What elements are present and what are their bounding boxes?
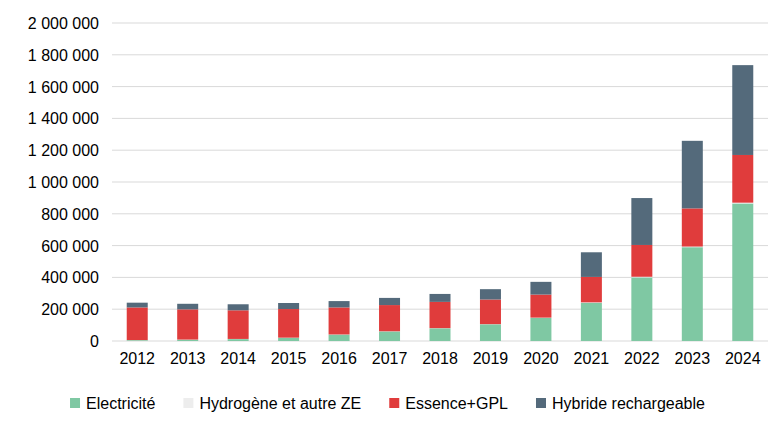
- bar-segment: [278, 309, 299, 338]
- grid: [112, 23, 768, 341]
- bar-segment: [581, 303, 602, 341]
- bar-segment: [228, 310, 249, 339]
- bars: [127, 65, 754, 341]
- grid-line: [112, 86, 768, 87]
- x-tick-label: 2023: [675, 350, 711, 367]
- bar-segment: [127, 307, 148, 340]
- bar-segment: [631, 245, 652, 277]
- y-tick-label: 800 000: [41, 206, 99, 223]
- y-tick-label: 400 000: [41, 269, 99, 286]
- bar-segment: [430, 328, 451, 341]
- grid-line: [112, 213, 768, 214]
- bar-segment: [329, 307, 350, 334]
- grid-line: [112, 150, 768, 151]
- bar-segment: [581, 252, 602, 277]
- bar-segment: [480, 324, 501, 341]
- bar-segment: [732, 203, 753, 341]
- bar-segment: [379, 298, 400, 305]
- legend-item: Hybride rechargeable: [536, 395, 705, 412]
- bar-segment: [228, 339, 249, 341]
- bar-segment: [530, 282, 551, 295]
- bar-segment: [329, 335, 350, 341]
- bar-segment: [530, 318, 551, 341]
- bar-segment: [732, 65, 753, 155]
- grid-line: [112, 118, 768, 119]
- y-axis: 0 200 000 400 000 600 000 800 000 1 000 000 1 …: [28, 15, 99, 350]
- y-tick-label: 1 200 000: [28, 142, 99, 159]
- legend-swatch: [70, 398, 80, 408]
- bar-segment: [631, 198, 652, 245]
- x-tick-label: 2017: [372, 350, 408, 367]
- bar-segment: [278, 303, 299, 309]
- bar-segment: [682, 247, 703, 341]
- legend-label: Electricité: [86, 395, 155, 412]
- x-tick-label: 2019: [473, 350, 509, 367]
- x-tick-label: 2012: [119, 350, 155, 367]
- bar-segment: [581, 277, 602, 302]
- bar-segment: [329, 301, 350, 307]
- x-tick-label: 2022: [624, 350, 660, 367]
- x-tick-label: 2014: [220, 350, 256, 367]
- chart: 0 200 000 400 000 600 000 800 000 1 000 000 1 …: [0, 0, 775, 432]
- bar-segment: [480, 289, 501, 299]
- legend: Electricité Hydrogène et autre ZE Essence+…: [70, 395, 705, 412]
- bar-segment: [732, 155, 753, 203]
- y-tick-label: 1 000 000: [28, 174, 99, 191]
- bar-segment: [682, 208, 703, 246]
- y-tick-label: 2 000 000: [28, 15, 99, 32]
- y-tick-label: 1 400 000: [28, 110, 99, 127]
- grid-line: [112, 277, 768, 278]
- legend-swatch: [536, 398, 546, 408]
- bar-segment: [430, 302, 451, 328]
- bar-segment: [682, 141, 703, 209]
- legend-label: Hybride rechargeable: [552, 395, 705, 412]
- bar-segment: [379, 305, 400, 331]
- y-tick-label: 600 000: [41, 238, 99, 255]
- grid-line: [112, 23, 768, 24]
- grid-line: [112, 245, 768, 246]
- x-tick-label: 2021: [574, 350, 610, 367]
- y-tick-label: 1 800 000: [28, 47, 99, 64]
- bar-segment: [177, 309, 198, 339]
- legend-item: Hydrogène et autre ZE: [183, 395, 361, 412]
- x-axis: 2012 2013 2014 2015 2016 2017 2018 2019 2020 2021…: [119, 350, 760, 367]
- x-tick-label: 2016: [321, 350, 357, 367]
- bar-segment: [379, 331, 400, 341]
- legend-swatch: [183, 398, 193, 408]
- legend-item: Essence+GPL: [389, 395, 508, 412]
- bar-segment: [480, 300, 501, 325]
- bar-segment: [177, 304, 198, 310]
- bar-segment: [430, 294, 451, 302]
- bar-segment: [631, 277, 652, 341]
- grid-line: [112, 182, 768, 183]
- y-tick-label: 0: [90, 333, 99, 350]
- y-tick-label: 1 600 000: [28, 79, 99, 96]
- x-tick-label: 2024: [725, 350, 761, 367]
- x-tick-label: 2018: [422, 350, 458, 367]
- bar-segment: [228, 304, 249, 310]
- bar-segment: [278, 338, 299, 341]
- bar-segment: [530, 295, 551, 318]
- legend-swatch: [389, 398, 399, 408]
- x-tick-label: 2015: [271, 350, 307, 367]
- legend-item: Electricité: [70, 395, 155, 412]
- x-tick-label: 2020: [523, 350, 559, 367]
- legend-label: Essence+GPL: [405, 395, 508, 412]
- bar-segment: [177, 340, 198, 341]
- x-tick-label: 2013: [170, 350, 206, 367]
- bar-segment: [127, 303, 148, 308]
- legend-label: Hydrogène et autre ZE: [199, 395, 361, 412]
- grid-line: [112, 54, 768, 55]
- y-tick-label: 200 000: [41, 301, 99, 318]
